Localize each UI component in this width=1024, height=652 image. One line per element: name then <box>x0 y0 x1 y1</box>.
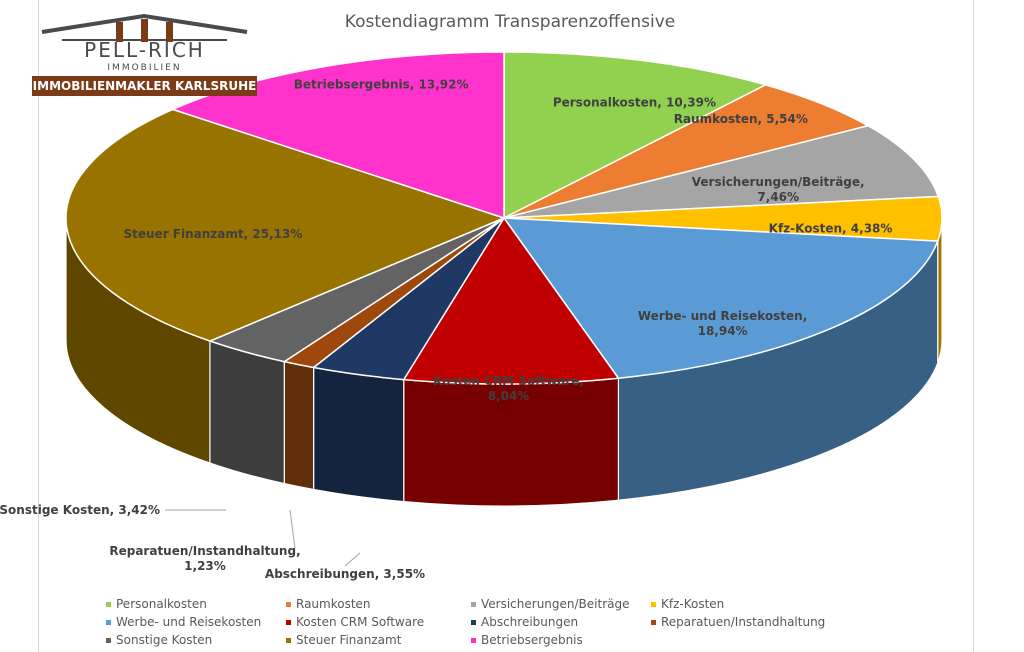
legend-swatch-5 <box>286 620 291 625</box>
legend-label-9: Steuer Finanzamt <box>296 633 402 647</box>
house-roof-icon <box>41 13 248 42</box>
legend-label-5: Kosten CRM Software <box>296 615 425 629</box>
data-label-1: Raumkosten, 5,54% <box>674 112 808 126</box>
pie-slice-5 <box>402 216 620 385</box>
legend-swatch-8 <box>106 638 111 643</box>
legend-swatch-1 <box>286 602 291 607</box>
legend-swatch-2 <box>471 602 476 607</box>
data-label-6: Abschreibungen, 3,55% <box>265 567 425 581</box>
legend-label-7: Reparatuen/Instandhaltung <box>661 615 826 629</box>
legend-item-8: Sonstige Kosten <box>106 633 212 647</box>
data-label-8: Sonstige Kosten, 3,42% <box>0 503 160 517</box>
legend-label-8: Sonstige Kosten <box>116 633 213 647</box>
legend-label-6: Abschreibungen <box>481 615 579 629</box>
legend-swatch-6 <box>471 620 476 625</box>
legend-item-3: Kfz-Kosten <box>651 597 724 611</box>
legend-label-10: Betriebsergebnis <box>481 633 583 647</box>
data-labels: Personalkosten, 10,39% Raumkosten, 5,54% V… <box>0 77 892 581</box>
legend-swatch-10 <box>471 638 476 643</box>
legend-label-2: Versicherungen/Beiträge <box>481 597 630 611</box>
legend-label-1: Raumkosten <box>296 597 371 611</box>
company-logo: PELL-RICH IMMOBILIEN IMMOBILIENMAKLER KA… <box>32 10 257 96</box>
pie-tops <box>65 51 943 385</box>
legend-item-4: Werbe- und Reisekosten <box>106 615 261 629</box>
data-label-2: Versicherungen/Beiträge, 7,46% <box>692 175 865 204</box>
leader-lines <box>165 509 361 567</box>
logo-band: IMMOBILIENMAKLER KARLSRUHE <box>32 76 257 96</box>
pie-sides <box>65 217 943 507</box>
legend-label-4: Werbe- und Reisekosten <box>116 615 262 629</box>
pie-slice-2 <box>503 124 940 219</box>
legend-swatch-4 <box>106 620 111 625</box>
legend-item-9: Steuer Finanzamt <box>286 633 401 647</box>
pie-side-7 <box>283 360 315 491</box>
pie-slice-1 <box>503 84 871 219</box>
legend-label-3: Kfz-Kosten <box>661 597 725 611</box>
legend-label-0: Personalkosten <box>116 597 207 611</box>
data-label-0: Personalkosten, 10,39% <box>553 95 716 109</box>
pie-slice-9 <box>65 108 507 342</box>
logo-subtitle: IMMOBILIEN <box>107 63 182 73</box>
data-label-10: Betriebsergebnis, 13,92% <box>294 77 469 91</box>
legend-item-0: Personalkosten <box>106 597 207 611</box>
logo-name: PELL-RICH <box>84 38 205 62</box>
legend-swatch-7 <box>651 620 656 625</box>
legend-swatch-0 <box>106 602 111 607</box>
pie-slice-0 <box>503 51 768 220</box>
legend-item-5: Kosten CRM Software <box>286 615 424 629</box>
legend-swatch-9 <box>286 638 291 643</box>
chart-title: Kostendiagramm Transparenzoffensive <box>345 12 675 32</box>
data-label-7: Reparatuen/Instandhaltung, 1,23% <box>109 544 300 573</box>
legend-item-6: Abschreibungen <box>471 615 578 629</box>
data-label-5: Kosten CRM Software, 8,04% <box>433 374 584 403</box>
leader-line-6 <box>344 552 361 567</box>
legend-swatch-3 <box>651 602 656 607</box>
data-label-4: Werbe- und Reisekosten, 18,94% <box>638 309 807 338</box>
legend-item-7: Reparatuen/Instandhaltung <box>651 615 825 629</box>
pie-slice-4 <box>502 217 939 380</box>
chart-frame <box>38 0 974 652</box>
pie-side-6 <box>313 366 405 503</box>
legend-item-10: Betriebsergebnis <box>471 633 583 647</box>
data-label-9: Steuer Finanzamt, 25,13% <box>124 227 303 241</box>
leader-line-7 <box>289 509 296 549</box>
legend-item-1: Raumkosten <box>286 597 371 611</box>
data-label-3: Kfz-Kosten, 4,38% <box>769 222 893 236</box>
legend-item-2: Versicherungen/Beiträge <box>471 597 630 611</box>
pie-side-8 <box>209 340 285 485</box>
